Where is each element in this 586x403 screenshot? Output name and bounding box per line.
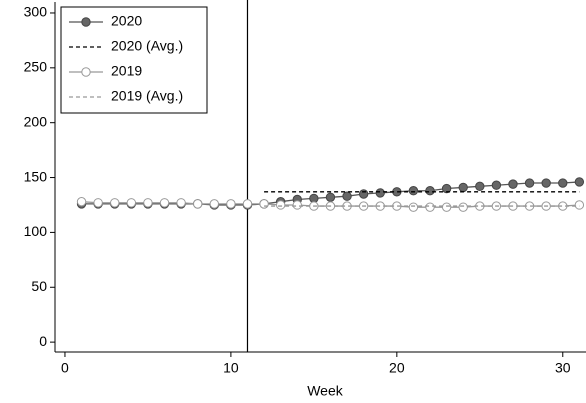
- data-point: [491, 180, 502, 190]
- legend-label: 2019 (Avg.): [111, 88, 183, 104]
- y-tick-label: 150: [24, 168, 48, 184]
- legend-marker: [81, 17, 91, 27]
- x-tick-label: 0: [61, 360, 69, 376]
- data-point: [93, 198, 103, 208]
- y-tick-label: 250: [24, 59, 48, 75]
- data-point: [292, 200, 302, 210]
- data-point: [110, 198, 120, 208]
- y-tick-label: 50: [31, 278, 47, 294]
- y-tick-label: 200: [24, 113, 48, 129]
- data-point: [226, 199, 236, 209]
- data-point: [358, 189, 369, 199]
- data-point: [458, 182, 468, 193]
- data-point: [76, 196, 87, 207]
- data-point: [275, 200, 286, 210]
- data-point: [242, 199, 253, 209]
- data-point: [325, 192, 336, 202]
- data-point: [508, 179, 518, 189]
- data-point: [574, 200, 585, 210]
- data-point: [143, 198, 153, 208]
- data-point: [209, 199, 220, 209]
- data-point: [193, 199, 203, 209]
- data-point: [441, 183, 452, 194]
- x-tick-label: 10: [223, 360, 239, 376]
- legend-marker: [81, 67, 91, 77]
- x-axis-label: Week: [307, 383, 344, 399]
- data-point: [259, 199, 269, 209]
- x-tick-label: 30: [555, 360, 571, 376]
- data-point: [176, 198, 186, 208]
- y-tick-label: 0: [39, 333, 47, 349]
- data-point: [524, 178, 535, 188]
- data-point: [458, 202, 468, 212]
- data-point: [342, 191, 352, 201]
- data-point: [441, 202, 452, 212]
- data-point: [558, 178, 568, 188]
- data-point: [475, 181, 485, 192]
- data-point: [309, 193, 319, 204]
- data-point: [425, 186, 435, 196]
- data-point: [126, 198, 137, 208]
- data-point: [375, 188, 385, 198]
- legend-label: 2020: [111, 13, 142, 29]
- y-tick-label: 300: [24, 4, 48, 20]
- data-point: [159, 198, 170, 208]
- y-tick-label: 100: [24, 223, 48, 239]
- data-point: [425, 202, 435, 212]
- data-point: [574, 177, 585, 187]
- x-tick-label: 20: [389, 360, 405, 376]
- data-point: [408, 186, 419, 196]
- data-point: [541, 178, 551, 188]
- legend-label: 2019: [111, 63, 142, 79]
- legend-label: 2020 (Avg.): [111, 38, 183, 54]
- data-point: [408, 202, 419, 212]
